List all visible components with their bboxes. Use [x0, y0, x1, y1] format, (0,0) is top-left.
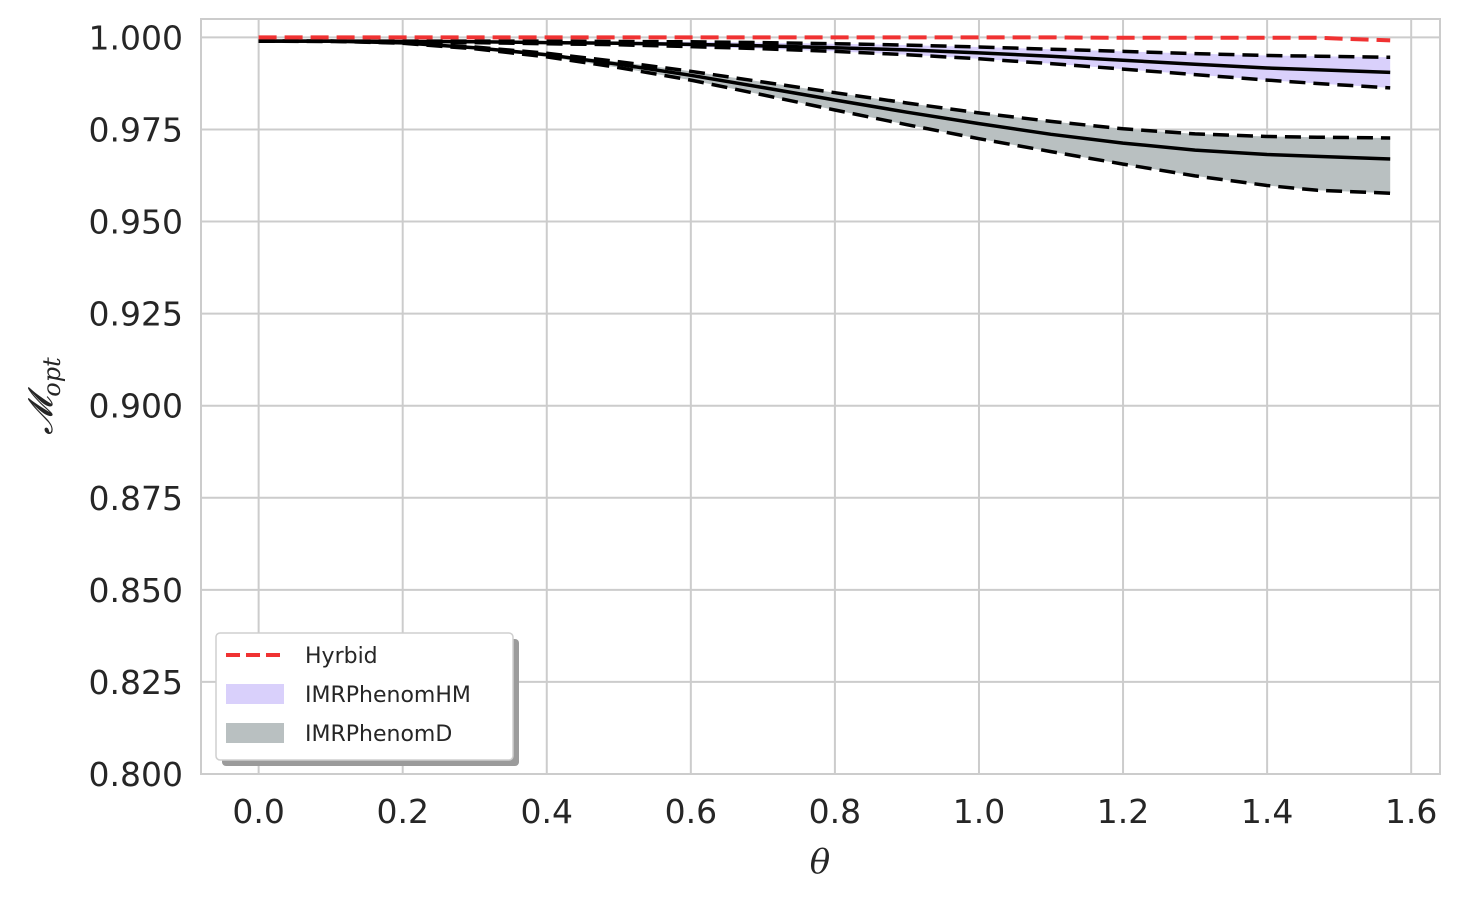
y-tick-label: 0.900: [89, 387, 183, 426]
y-tick-label: 0.975: [89, 110, 183, 149]
bands: [258, 41, 1391, 194]
x-tick-label: 0.8: [809, 792, 861, 831]
median-line-imrphenomd: [258, 39, 1391, 161]
y-axis-label-sub: opt: [38, 357, 66, 397]
legend-label-imrphenomhm: IMRPhenomHM: [305, 683, 471, 708]
y-tick-label: 0.850: [89, 571, 183, 610]
legend-label-imrphenomd: IMRPhenomD: [305, 722, 452, 747]
x-tick-label: 1.2: [1097, 792, 1149, 831]
lines: [258, 35, 1391, 195]
y-tick-label: 1.000: [89, 18, 183, 57]
x-axis-label: θ: [810, 842, 830, 882]
band-imrphenomhm: [258, 41, 1391, 88]
band-imrphenomd: [258, 41, 1391, 194]
x-tick-label: 1.4: [1241, 792, 1293, 831]
y-tick-labels: 0.800 0.825 0.850 0.875 0.900 0.925 0.950 0.975…: [89, 18, 183, 794]
legend-label-hyrbid: Hyrbid: [305, 644, 378, 669]
y-tick-label: 0.825: [89, 663, 183, 702]
svg-text:𝓜opt: 𝓜opt: [21, 357, 66, 435]
legend-swatch-imrphenomhm: [226, 684, 284, 704]
y-tick-label: 0.800: [89, 755, 183, 794]
plot-frame: [200, 18, 1441, 775]
x-tick-label: 0.2: [376, 792, 428, 831]
x-tick-label: 1.0: [953, 792, 1005, 831]
y-axis-label: 𝓜opt: [21, 357, 66, 435]
legend-box: [215, 632, 514, 761]
y-tick-label: 0.950: [89, 203, 183, 242]
x-tick-label: 1.6: [1385, 792, 1437, 831]
x-tick-labels: 0.0 0.2 0.4 0.6 0.8 1.0 1.2 1.4 1.6: [232, 792, 1437, 831]
legend-swatch-imrphenomd: [226, 723, 284, 743]
x-tick-label: 0.0: [232, 792, 284, 831]
x-tick-label: 0.6: [665, 792, 717, 831]
legend: Hyrbid IMRPhenomHM IMRPhenomD: [215, 632, 519, 766]
y-tick-label: 0.925: [89, 295, 183, 334]
median-line-imrphenomhm: [258, 39, 1391, 75]
x-tick-label: 0.4: [521, 792, 573, 831]
line-hyrbid: [258, 35, 1391, 43]
y-tick-label: 0.875: [89, 479, 183, 518]
